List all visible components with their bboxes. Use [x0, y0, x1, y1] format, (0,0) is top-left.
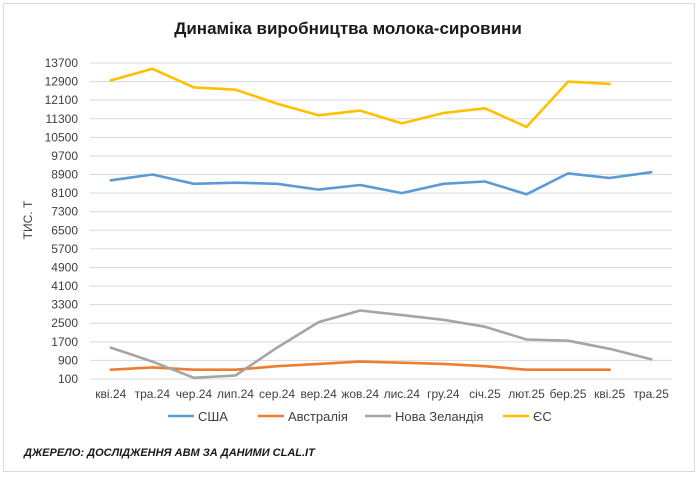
- x-tick-label: бер.25: [550, 387, 587, 401]
- x-tick-label: січ.25: [469, 387, 501, 401]
- y-tick-label: 1700: [51, 335, 78, 349]
- legend-label: США: [198, 409, 228, 424]
- y-tick-label: 7300: [51, 205, 78, 219]
- chart-title: Динаміка виробництва молока-сировини: [174, 19, 522, 38]
- y-tick-label: 13700: [45, 56, 79, 70]
- y-tick-label: 900: [58, 353, 78, 367]
- x-tick-label: кві.24: [95, 387, 126, 401]
- series-line: [109, 360, 611, 371]
- series-line: [109, 170, 653, 196]
- legend-label: ЄС: [533, 409, 552, 424]
- y-tick-label: 12900: [45, 75, 79, 89]
- gridlines: [90, 62, 672, 380]
- x-tick-label: лис.24: [384, 387, 421, 401]
- x-tick-label: тра.25: [633, 387, 669, 401]
- y-tick-label: 4100: [51, 279, 78, 293]
- x-tick-label: сер.24: [259, 387, 295, 401]
- x-tick-label: лип.24: [217, 387, 254, 401]
- y-tick-label: 10500: [45, 130, 79, 144]
- legend-item: Австралія: [258, 409, 348, 424]
- y-tick-label: 5700: [51, 242, 78, 256]
- y-tick-label: 11300: [46, 112, 79, 126]
- y-tick-label: 4900: [51, 260, 78, 274]
- y-tick-label: 2500: [51, 316, 78, 330]
- x-tick-label: гру.24: [427, 387, 460, 401]
- y-tick-label: 9700: [51, 149, 78, 163]
- y-tick-label: 8900: [51, 168, 78, 182]
- x-tick-label: жов.24: [341, 387, 379, 401]
- y-axis-ticks: 100 900 1700 2500 3300 4100 4900 5700 6500 7300 81…: [45, 56, 79, 386]
- series-lines: [109, 67, 653, 380]
- legend-label: Австралія: [288, 409, 348, 424]
- x-tick-label: чер.24: [176, 387, 213, 401]
- legend-item: ЄС: [503, 409, 552, 424]
- x-tick-label: вер.24: [301, 387, 338, 401]
- series-line: [109, 67, 611, 129]
- y-tick-label: 100: [58, 372, 78, 386]
- source-note: ДЖЕРЕЛО: ДОСЛІДЖЕННЯ АВМ ЗА ДАНИМИ CLAL.…: [23, 447, 316, 459]
- y-tick-label: 12100: [45, 93, 79, 107]
- series-line: [109, 309, 653, 380]
- y-tick-label: 3300: [51, 298, 78, 312]
- x-tick-label: лют.25: [508, 387, 545, 401]
- legend-label: Нова Зеландія: [395, 409, 483, 424]
- legend: США Австралія Нова Зеландія ЄС: [168, 409, 552, 424]
- x-axis-ticks: кві.24 тра.24 чер.24 лип.24 сер.24 вер.24 жов.…: [95, 387, 669, 401]
- x-tick-label: кві.25: [594, 387, 625, 401]
- x-tick-label: тра.24: [135, 387, 171, 401]
- y-tick-label: 8100: [51, 186, 78, 200]
- legend-item: США: [168, 409, 228, 424]
- y-tick-label: 6500: [51, 223, 78, 237]
- legend-item: Нова Зеландія: [365, 409, 483, 424]
- y-axis-label: ТИС. Т: [21, 200, 35, 239]
